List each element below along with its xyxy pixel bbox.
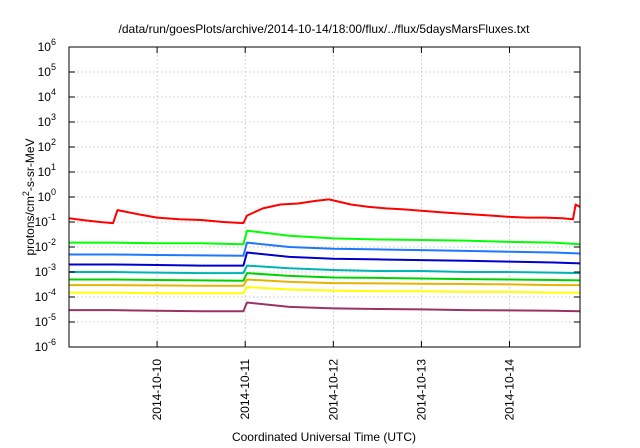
y-tick-label: 101 (38, 162, 56, 179)
x-tick-label: 2014-10-13 (414, 359, 428, 421)
y-axis-label-sup: 2 (21, 191, 31, 196)
y-tick-label: 10-1 (35, 212, 56, 229)
series-line-1 (68, 198, 581, 225)
y-axis-label-suffix: -s-sr-MeV (23, 138, 37, 191)
y-tick-label: 10-5 (35, 312, 56, 329)
y-tick-label-exponent: -1 (48, 212, 56, 222)
y-tick-label-exponent: -3 (48, 262, 56, 272)
y-tick-label-exponent: -4 (48, 287, 56, 297)
y-tick-label: 106 (38, 37, 56, 54)
y-tick-label-base: 10 (35, 215, 49, 229)
y-tick-label-exponent: 3 (51, 112, 56, 122)
series-line-2 (69, 229, 581, 246)
y-axis-label-prefix: protons/cm (23, 196, 37, 255)
y-tick-label-exponent: 6 (51, 37, 56, 47)
y-tick-label-base: 10 (38, 65, 52, 79)
y-tick-label-base: 10 (35, 240, 49, 254)
series-line-5 (69, 264, 581, 275)
series-line-3 (69, 241, 581, 257)
y-tick-label-base: 10 (38, 115, 52, 129)
y-tick-label: 102 (38, 137, 56, 154)
y-tick-label: 103 (38, 112, 56, 129)
x-tick-label: 2014-10-12 (326, 359, 340, 421)
series-lines (68, 198, 581, 313)
y-tick-label: 10-4 (35, 287, 56, 304)
series-line-8 (69, 286, 580, 295)
y-tick-label-exponent: 4 (51, 87, 56, 97)
series-line-6 (69, 272, 581, 282)
x-tick-label: 2014-10-10 (150, 359, 164, 421)
x-axis-label: Coordinated Universal Time (UTC) (232, 430, 416, 444)
y-tick-label-exponent: -5 (48, 312, 56, 322)
y-tick-label-exponent: 1 (51, 162, 56, 172)
y-tick-label-base: 10 (35, 265, 49, 279)
x-tick-label: 2014-10-14 (503, 359, 517, 421)
y-tick-label: 104 (38, 87, 56, 104)
chart-title: /data/run/goesPlots/archive/2014-10-14/1… (119, 22, 531, 36)
y-axis-label: protons/cm2-s-sr-MeV (21, 138, 37, 255)
x-axis: 2014-10-10 2014-10-11 2014-10-12 2014-10-13… (150, 47, 517, 421)
y-tick-label: 100 (38, 187, 56, 204)
y-tick-label-base: 10 (38, 90, 52, 104)
y-tick-label: 10-2 (35, 237, 56, 254)
y-tick-label-exponent: -2 (48, 237, 56, 247)
series-line-9 (69, 301, 581, 313)
y-tick-label-exponent: 0 (51, 187, 56, 197)
series-line-4 (69, 251, 581, 267)
grid-lines (69, 47, 580, 347)
y-tick-label-base: 10 (35, 340, 49, 354)
y-tick-label: 10-3 (35, 262, 56, 279)
y-tick-label-exponent: -6 (48, 337, 56, 347)
y-tick-label-base: 10 (35, 315, 49, 329)
y-tick-label-base: 10 (35, 290, 49, 304)
y-tick-label: 105 (38, 62, 56, 79)
y-tick-label-base: 10 (38, 140, 52, 154)
series-line-7 (69, 278, 580, 287)
y-tick-label-base: 10 (38, 165, 52, 179)
y-tick-label-exponent: 2 (51, 137, 56, 147)
x-tick-label: 2014-10-11 (238, 359, 252, 420)
y-tick-label-base: 10 (38, 40, 52, 54)
y-tick-label-base: 10 (38, 190, 52, 204)
y-axis: 10-610-510-410-310-210-11001011021031041… (35, 37, 580, 354)
y-tick-label: 10-6 (35, 337, 56, 354)
y-tick-label-exponent: 5 (51, 62, 56, 72)
